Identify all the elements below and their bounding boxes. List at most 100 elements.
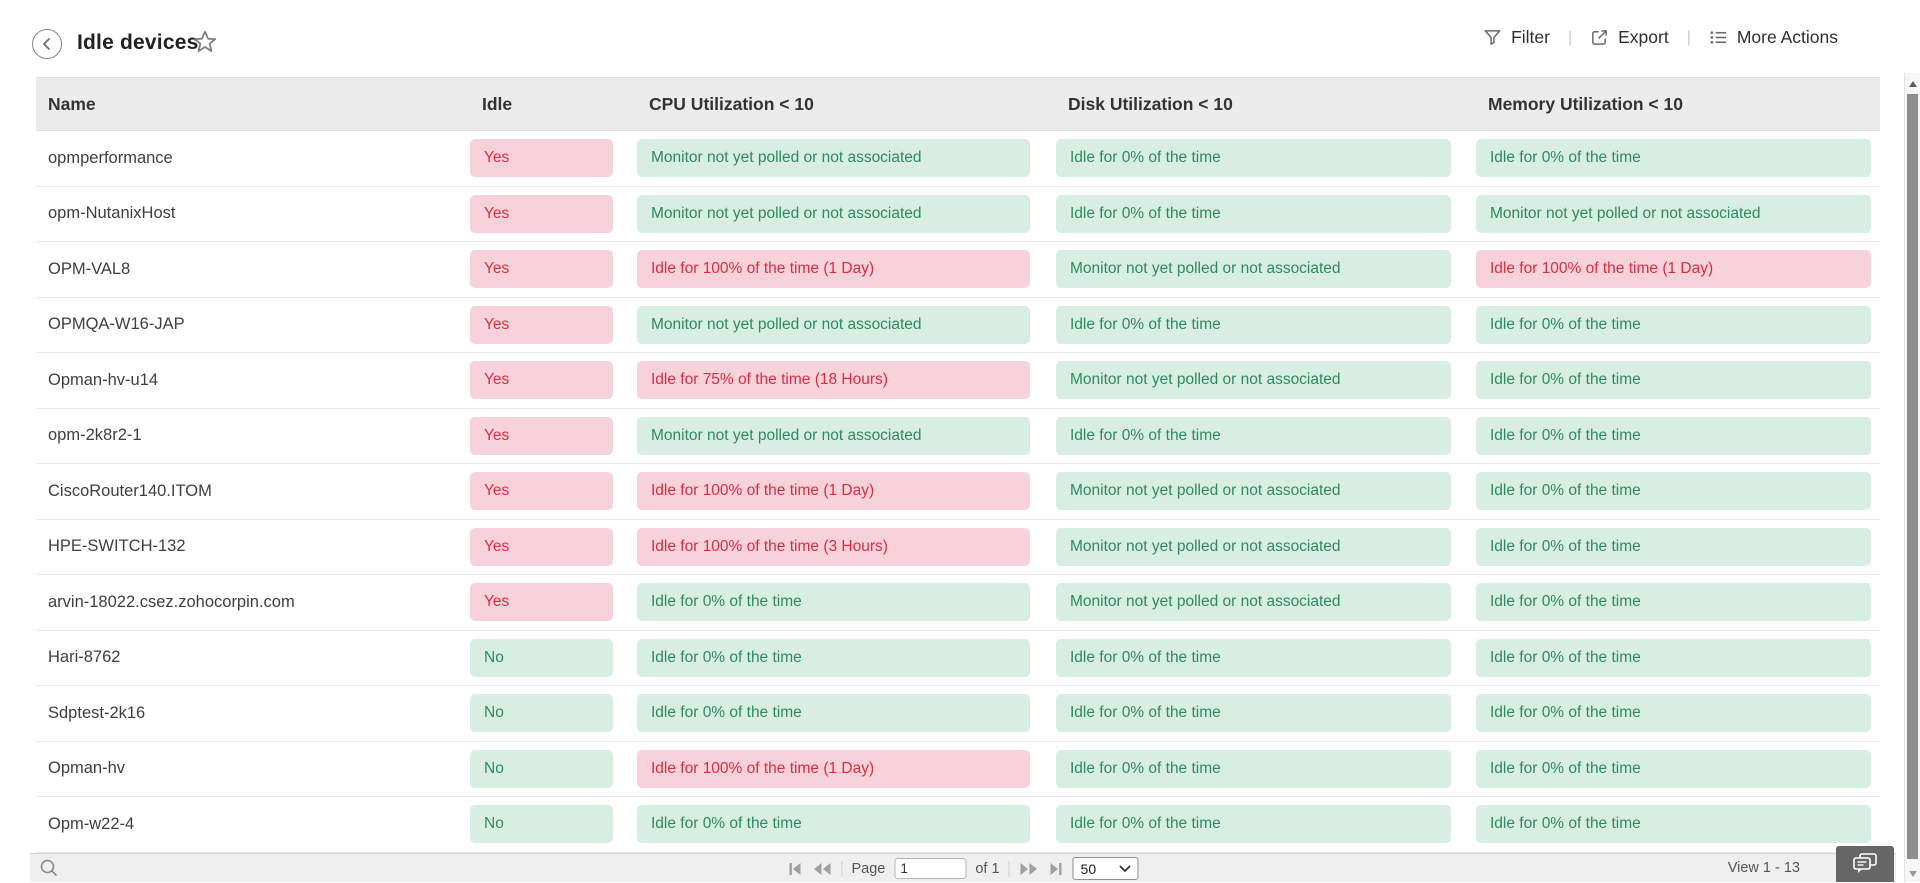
- next-page-button[interactable]: [1019, 862, 1039, 876]
- table-row[interactable]: OPM-VAL8 Yes Idle for 100% of the time (…: [36, 242, 1880, 298]
- divider: [1009, 861, 1010, 877]
- back-button[interactable]: [32, 29, 62, 59]
- disk-utilization-cell: Monitor not yet polled or not associated: [1056, 583, 1476, 621]
- cpu-utilization-cell: Idle for 0% of the time: [637, 639, 1056, 677]
- memory-status-badge: Idle for 100% of the time (1 Day): [1476, 250, 1871, 288]
- memory-utilization-cell: Idle for 0% of the time: [1476, 639, 1880, 677]
- device-name[interactable]: Opm-w22-4: [36, 815, 470, 834]
- cpu-status-badge: Idle for 100% of the time (1 Day): [637, 750, 1030, 788]
- table-row[interactable]: Opman-hv No Idle for 100% of the time (1…: [36, 742, 1880, 798]
- column-header-disk[interactable]: Disk Utilization < 10: [1056, 94, 1476, 115]
- view-range-label: View 1 - 13: [1728, 860, 1800, 876]
- table-header-row: Name Idle CPU Utilization < 10 Disk Util…: [36, 77, 1880, 131]
- device-name[interactable]: Opman-hv: [36, 759, 470, 778]
- idle-cell: Yes: [470, 306, 637, 344]
- vertical-scrollbar[interactable]: [1904, 73, 1920, 882]
- device-name[interactable]: opm-NutanixHost: [36, 204, 470, 223]
- first-page-button[interactable]: [787, 862, 803, 876]
- memory-status-badge: Idle for 0% of the time: [1476, 417, 1871, 455]
- device-name[interactable]: HPE-SWITCH-132: [36, 537, 470, 556]
- device-name[interactable]: opm-2k8r2-1: [36, 426, 470, 445]
- device-name[interactable]: Hari-8762: [36, 648, 470, 667]
- scrollbar-thumb[interactable]: [1907, 94, 1918, 859]
- disk-utilization-cell: Monitor not yet polled or not associated: [1056, 472, 1476, 510]
- memory-status-badge: Idle for 0% of the time: [1476, 528, 1871, 566]
- idle-status-badge: Yes: [470, 139, 613, 177]
- page-size-value: 50: [1081, 861, 1097, 877]
- idle-cell: No: [470, 639, 637, 677]
- idle-cell: Yes: [470, 528, 637, 566]
- device-name[interactable]: OPM-VAL8: [36, 260, 470, 279]
- topbar: Idle devices Filter | Export |: [0, 0, 1920, 77]
- device-name[interactable]: Sdptest-2k16: [36, 704, 470, 723]
- more-actions-button[interactable]: More Actions: [1709, 27, 1838, 48]
- device-name[interactable]: opmperformance: [36, 149, 470, 168]
- disk-status-badge: Monitor not yet polled or not associated: [1056, 472, 1451, 510]
- column-header-idle[interactable]: Idle: [470, 94, 637, 115]
- disk-utilization-cell: Monitor not yet polled or not associated: [1056, 528, 1476, 566]
- page-label: Page: [851, 861, 885, 877]
- cpu-status-badge: Idle for 0% of the time: [637, 583, 1030, 621]
- idle-status-badge: Yes: [470, 361, 613, 399]
- device-name[interactable]: Opman-hv-u14: [36, 371, 470, 390]
- cpu-utilization-cell: Monitor not yet polled or not associated: [637, 417, 1056, 455]
- memory-utilization-cell: Idle for 0% of the time: [1476, 417, 1880, 455]
- disk-utilization-cell: Monitor not yet polled or not associated: [1056, 250, 1476, 288]
- scroll-down-icon[interactable]: [1909, 871, 1917, 877]
- idle-status-badge: Yes: [470, 583, 613, 621]
- table-row[interactable]: opmperformance Yes Monitor not yet polle…: [36, 131, 1880, 187]
- table-row[interactable]: opm-2k8r2-1 Yes Monitor not yet polled o…: [36, 409, 1880, 465]
- chevron-left-icon: [41, 37, 53, 51]
- filter-button[interactable]: Filter: [1483, 27, 1550, 48]
- cpu-utilization-cell: Idle for 75% of the time (18 Hours): [637, 361, 1056, 399]
- idle-cell: Yes: [470, 195, 637, 233]
- cpu-status-badge: Monitor not yet polled or not associated: [637, 195, 1030, 233]
- idle-status-badge: Yes: [470, 472, 613, 510]
- device-name[interactable]: arvin-18022.csez.zohocorpin.com: [36, 593, 470, 612]
- table-row[interactable]: arvin-18022.csez.zohocorpin.com Yes Idle…: [36, 575, 1880, 631]
- table-row[interactable]: OPMQA-W16-JAP Yes Monitor not yet polled…: [36, 298, 1880, 354]
- idle-cell: Yes: [470, 250, 637, 288]
- page-of-label: of 1: [975, 861, 999, 877]
- table-row[interactable]: HPE-SWITCH-132 Yes Idle for 100% of the …: [36, 520, 1880, 576]
- table-row[interactable]: Sdptest-2k16 No Idle for 0% of the time …: [36, 686, 1880, 742]
- column-header-name[interactable]: Name: [36, 94, 470, 115]
- table-row[interactable]: Hari-8762 No Idle for 0% of the time Idl…: [36, 631, 1880, 687]
- scroll-up-icon[interactable]: [1909, 81, 1917, 87]
- table-row[interactable]: Opm-w22-4 No Idle for 0% of the time Idl…: [36, 797, 1880, 853]
- pagination: Page of 1 50: [787, 854, 1138, 883]
- table-row[interactable]: CiscoRouter140.ITOM Yes Idle for 100% of…: [36, 464, 1880, 520]
- page-number-input[interactable]: [894, 858, 966, 879]
- disk-status-badge: Idle for 0% of the time: [1056, 750, 1451, 788]
- disk-status-badge: Idle for 0% of the time: [1056, 306, 1451, 344]
- table-row[interactable]: opm-NutanixHost Yes Monitor not yet poll…: [36, 187, 1880, 243]
- column-header-cpu[interactable]: CPU Utilization < 10: [637, 94, 1056, 115]
- device-name[interactable]: OPMQA-W16-JAP: [36, 315, 470, 334]
- previous-page-button[interactable]: [812, 862, 832, 876]
- column-header-memory[interactable]: Memory Utilization < 10: [1476, 94, 1880, 115]
- disk-status-badge: Idle for 0% of the time: [1056, 639, 1451, 677]
- cpu-status-badge: Idle for 0% of the time: [637, 639, 1030, 677]
- idle-cell: No: [470, 750, 637, 788]
- table-row[interactable]: Opman-hv-u14 Yes Idle for 75% of the tim…: [36, 353, 1880, 409]
- search-button[interactable]: [38, 857, 60, 879]
- idle-status-badge: No: [470, 805, 613, 843]
- idle-cell: Yes: [470, 361, 637, 399]
- memory-utilization-cell: Idle for 0% of the time: [1476, 750, 1880, 788]
- idle-status-badge: Yes: [470, 250, 613, 288]
- star-icon[interactable]: [192, 29, 218, 55]
- idle-status-badge: Yes: [470, 528, 613, 566]
- memory-status-badge: Idle for 0% of the time: [1476, 472, 1871, 510]
- table-footer: Page of 1 50 View 1 - 13: [30, 853, 1896, 882]
- device-name[interactable]: CiscoRouter140.ITOM: [36, 482, 470, 501]
- page-size-select[interactable]: 50: [1073, 857, 1139, 880]
- cpu-utilization-cell: Idle for 100% of the time (1 Day): [637, 750, 1056, 788]
- feedback-button[interactable]: [1836, 846, 1894, 882]
- table-body: opmperformance Yes Monitor not yet polle…: [36, 131, 1880, 853]
- export-button[interactable]: Export: [1590, 27, 1669, 48]
- memory-utilization-cell: Monitor not yet polled or not associated: [1476, 195, 1880, 233]
- idle-status-badge: Yes: [470, 195, 613, 233]
- memory-utilization-cell: Idle for 0% of the time: [1476, 472, 1880, 510]
- memory-status-badge: Idle for 0% of the time: [1476, 639, 1871, 677]
- last-page-button[interactable]: [1048, 862, 1064, 876]
